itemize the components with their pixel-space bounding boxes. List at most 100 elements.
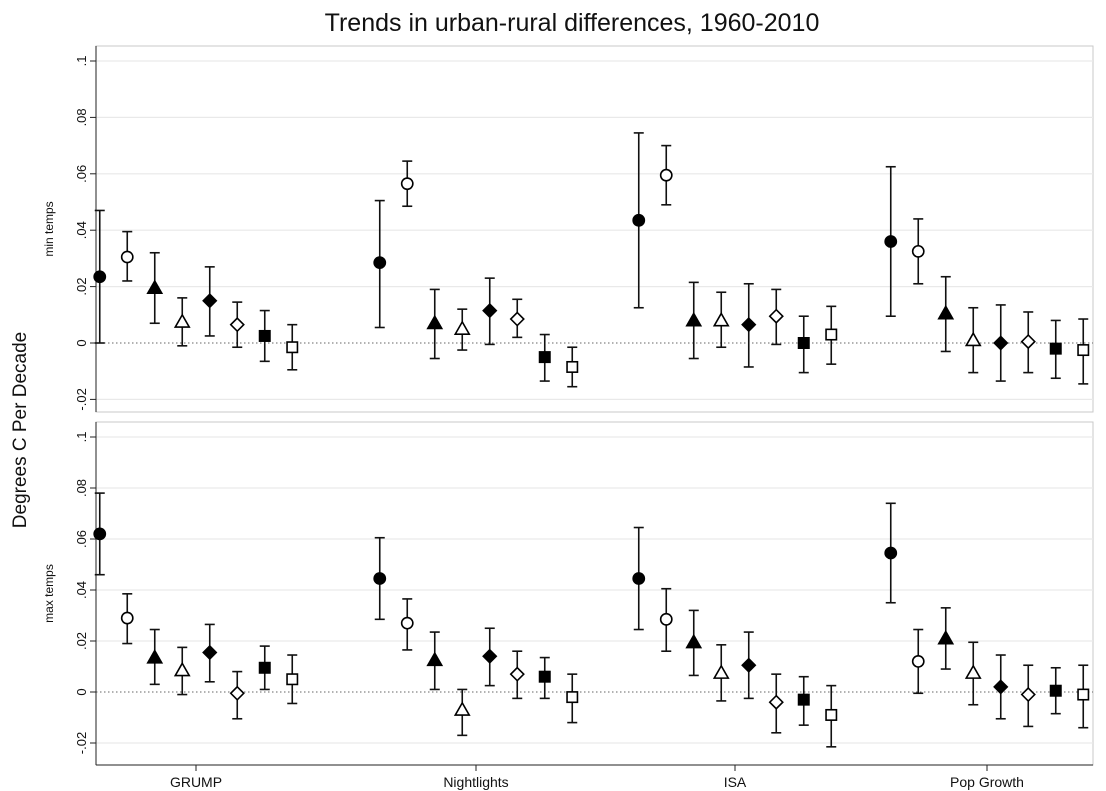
marker-filled-triangle [146, 279, 164, 295]
y-tick-label: .02 [74, 278, 89, 296]
marker-filled-circle [632, 572, 646, 585]
panel-max-temps: -.02 0 .02 .04 .06 .08 .1 max temps [42, 421, 1094, 766]
marker-filled-triangle [426, 651, 444, 667]
group-isa [632, 132, 838, 374]
marker-open-circle [120, 611, 134, 625]
marker-filled-triangle [146, 648, 164, 664]
panel-label: min temps [42, 201, 56, 256]
marker-filled-triangle [685, 633, 703, 649]
marker-filled-circle [884, 546, 898, 560]
marker-open-triangle [712, 311, 730, 327]
marker-open-diamond [768, 694, 784, 710]
panel-label: max temps [42, 564, 56, 623]
panel-min-temps: -.02 0 .02 .04 .06 .08 .1 min temps [42, 45, 1094, 413]
marker-filled-diamond [741, 657, 757, 673]
marker-open-diamond [768, 308, 784, 324]
marker-filled-circle [93, 270, 107, 284]
marker-open-diamond [509, 311, 525, 327]
marker-open-square [825, 328, 838, 341]
y-tick-label: 0 [74, 688, 89, 695]
marker-open-circle [659, 612, 673, 626]
marker-filled-square [258, 329, 271, 342]
group-pop-growth [884, 165, 1090, 385]
marker-open-circle [911, 655, 925, 668]
x-category-label: ISA [724, 774, 747, 790]
marker-open-diamond [1020, 686, 1036, 703]
marker-open-triangle [712, 664, 730, 679]
marker-filled-square [1049, 342, 1062, 355]
marker-filled-diamond [482, 302, 498, 319]
marker-filled-circle [632, 213, 646, 227]
marker-filled-circle [93, 527, 107, 541]
y-tick-label: 0 [74, 339, 89, 346]
x-category-label: Pop Growth [950, 774, 1024, 790]
marker-open-square [286, 341, 299, 354]
y-tick-label: .08 [74, 108, 89, 126]
marker-filled-diamond [202, 293, 218, 309]
panel-frame [95, 421, 1094, 766]
marker-filled-triangle [426, 314, 444, 330]
marker-open-square [566, 360, 579, 373]
chart-title: Trends in urban-rural differences, 1960-… [325, 9, 820, 37]
marker-filled-square [797, 336, 810, 349]
marker-filled-diamond [482, 648, 498, 664]
marker-open-triangle [964, 664, 982, 679]
marker-open-circle [120, 250, 134, 264]
marker-filled-square [1049, 684, 1062, 697]
y-tick-label: .1 [74, 56, 89, 67]
marker-filled-diamond [993, 679, 1009, 695]
marker-filled-square [538, 670, 551, 683]
marker-open-circle [911, 244, 925, 258]
y-tick-label: .06 [74, 165, 89, 183]
marker-open-triangle [453, 701, 471, 716]
marker-open-triangle [453, 320, 471, 335]
marker-open-diamond [1020, 333, 1036, 350]
group-nightlights [373, 160, 579, 388]
marker-open-triangle [173, 661, 191, 677]
marker-open-square [825, 708, 838, 721]
panels-group: -.02 0 .02 .04 .06 .08 .1 min temps -.02 0 .02 .04.… [42, 45, 1094, 790]
y-tick-label: .1 [74, 432, 89, 443]
marker-filled-circle [884, 235, 898, 248]
x-category-label: GRUMP [170, 774, 222, 790]
y-tick-label: .08 [74, 479, 89, 497]
y-tick-label: .06 [74, 530, 89, 548]
group-pop-growth [884, 502, 1090, 729]
marker-open-circle [400, 177, 414, 191]
marker-filled-square [797, 693, 810, 706]
marker-filled-diamond [993, 335, 1009, 351]
marker-filled-diamond [741, 317, 757, 333]
group-isa [632, 526, 838, 748]
marker-open-diamond [229, 317, 245, 333]
marker-open-circle [659, 168, 673, 182]
group-nightlights [373, 536, 579, 737]
y-tick-label: .02 [74, 632, 89, 650]
marker-open-square [286, 673, 299, 686]
marker-open-square [566, 691, 579, 704]
marker-filled-circle [373, 572, 387, 585]
y-tick-label: -.02 [74, 388, 89, 410]
group-grump [93, 209, 299, 371]
marker-filled-triangle [937, 629, 955, 645]
marker-filled-circle [373, 256, 387, 270]
marker-open-square [1077, 688, 1090, 701]
marker-filled-triangle [937, 304, 955, 320]
y-tick-label: .04 [74, 221, 89, 239]
y-tick-label: .04 [74, 581, 89, 599]
marker-open-diamond [509, 666, 525, 682]
marker-filled-square [258, 661, 271, 674]
marker-open-square [1077, 344, 1090, 357]
marker-open-diamond [229, 685, 245, 701]
marker-filled-triangle [685, 311, 703, 327]
marker-filled-diamond [202, 644, 218, 661]
y-tick-label: -.02 [74, 732, 89, 754]
marker-open-triangle [964, 331, 982, 347]
panel-frame [95, 45, 1094, 413]
x-category-label: Nightlights [443, 774, 508, 790]
marker-open-circle [400, 616, 414, 630]
marker-open-triangle [173, 313, 191, 328]
group-grump [93, 492, 299, 720]
y-axis-label: Degrees C Per Decade [10, 332, 31, 528]
